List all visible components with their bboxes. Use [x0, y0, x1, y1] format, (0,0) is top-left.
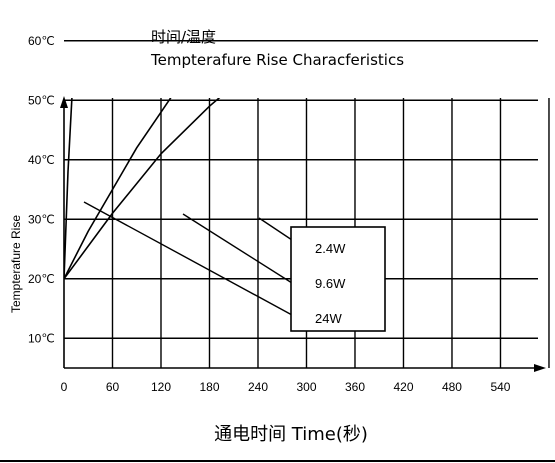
- x-tick-label-540: 540: [490, 380, 510, 394]
- legend-leader-lines: [83, 201, 293, 316]
- legend-box: [290, 226, 386, 332]
- y-axis-label: Tempterafure Rise: [9, 215, 23, 313]
- x-tick-labels: 0 60 120 180 240 300 360 420 480 540: [61, 380, 511, 394]
- y-tick-label-20: 20℃: [28, 272, 55, 286]
- legend-item-2-4w: 2.4W: [315, 241, 346, 256]
- x-axis-arrow: [534, 364, 546, 372]
- x-tick-label-60: 60: [106, 380, 120, 394]
- series-line-2-4w: [64, 98, 221, 280]
- axes: [60, 96, 546, 372]
- x-tick-label-480: 480: [442, 380, 462, 394]
- series-lines: [64, 98, 221, 280]
- x-tick-label-120: 120: [151, 380, 171, 394]
- y-tick-label-10: 10℃: [28, 331, 55, 345]
- legend-item-24w: 24W: [315, 311, 342, 326]
- x-axis-label: 通电时间 Time(秒): [214, 424, 368, 445]
- grid: [64, 40, 550, 368]
- y-tick-label-50: 50℃: [28, 93, 55, 107]
- x-tick-label-300: 300: [296, 380, 316, 394]
- y-tick-label-30: 30℃: [28, 212, 55, 226]
- x-tick-label-0: 0: [61, 380, 68, 394]
- y-tick-labels: 10℃20℃30℃40℃50℃60℃70℃75℃80℃: [28, 34, 55, 346]
- y-axis-arrow: [60, 96, 68, 108]
- leader-line-24w: [83, 201, 293, 316]
- chart-subtitle: Tempterafure Rise Characferistics: [150, 51, 404, 69]
- legend-item-9-6w: 9.6W: [315, 276, 346, 291]
- x-tick-label-360: 360: [345, 380, 365, 394]
- leader-line-2-4w: [258, 217, 293, 241]
- legend: 2.4W 9.6W 24W: [290, 226, 386, 332]
- x-tick-label-420: 420: [393, 380, 413, 394]
- chart-title: 时间/温度: [151, 28, 216, 46]
- y-tick-label-40: 40℃: [28, 153, 55, 167]
- series-line-9-6w: [64, 98, 172, 280]
- x-tick-label-240: 240: [248, 380, 268, 394]
- leader-line-9-6w: [182, 213, 293, 284]
- y-tick-label-60: 60℃: [28, 34, 55, 48]
- series-line-24w: [64, 98, 73, 279]
- x-tick-label-180: 180: [199, 380, 219, 394]
